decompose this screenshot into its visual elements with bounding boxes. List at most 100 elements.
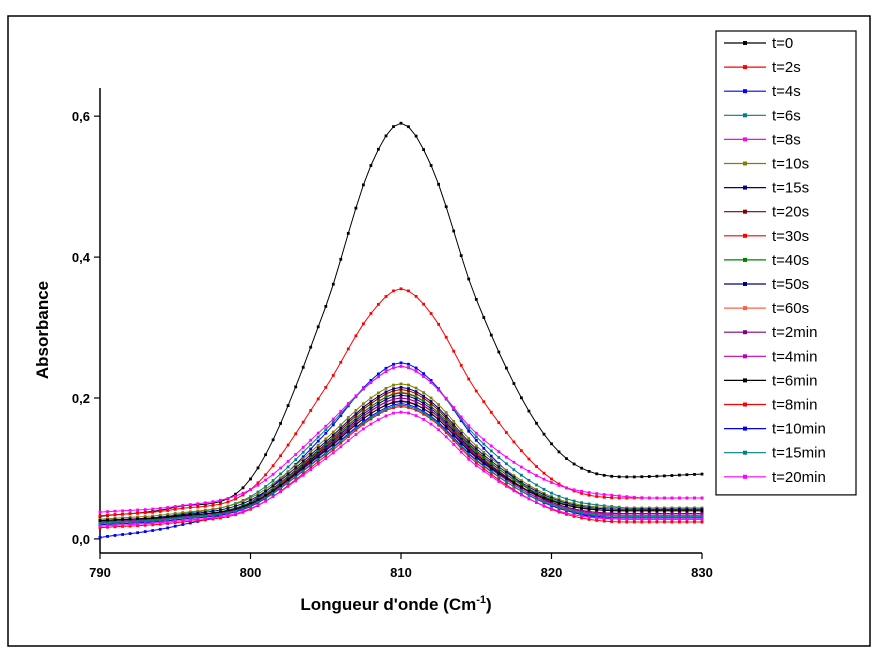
data-point: [489, 470, 493, 474]
data-point: [467, 377, 471, 381]
data-point: [520, 489, 523, 493]
data-point: [663, 517, 666, 521]
x-tick-label: 790: [89, 565, 111, 580]
data-point: [151, 519, 155, 522]
data-point: [309, 345, 313, 349]
data-point: [444, 414, 448, 418]
legend-label: t=50s: [772, 276, 809, 293]
data-point: [678, 496, 681, 500]
data-point: [316, 458, 320, 461]
data-point: [392, 366, 395, 370]
x-tick-label: 800: [240, 565, 262, 580]
data-point: [384, 403, 388, 407]
data-point: [151, 523, 155, 527]
data-point: [377, 404, 380, 408]
data-point: [437, 403, 440, 406]
data-point: [482, 453, 486, 457]
data-point: [331, 451, 335, 455]
legend-item: t=50s: [724, 276, 809, 293]
data-point: [173, 507, 177, 511]
data-point: [520, 449, 523, 453]
data-point: [512, 481, 516, 485]
data-point: [158, 510, 162, 513]
data-point: [467, 452, 471, 456]
data-point: [429, 416, 433, 420]
data-point: [136, 517, 139, 521]
data-point: [264, 487, 267, 491]
data-point: [324, 457, 328, 460]
data-point: [151, 516, 155, 520]
data-point: [407, 366, 410, 370]
data-point: [467, 447, 471, 451]
data-point: [467, 277, 471, 281]
data-point: [324, 443, 328, 447]
data-point: [542, 432, 546, 436]
data-point: [362, 427, 365, 431]
data-point: [647, 520, 651, 524]
data-point: [226, 500, 230, 504]
data-point: [520, 485, 523, 489]
data-point: [301, 469, 305, 473]
series-t=6min: [98, 400, 704, 522]
data-point: [98, 510, 102, 514]
data-point: [459, 254, 463, 257]
data-point: [256, 500, 260, 504]
data-point: [158, 513, 162, 517]
data-point: [437, 422, 440, 426]
data-point: [188, 506, 192, 509]
legend-item: t=8s: [724, 131, 801, 148]
data-point: [414, 397, 418, 401]
data-point: [301, 365, 305, 369]
data-point: [414, 392, 418, 396]
data-point: [625, 475, 629, 479]
data-point: [557, 484, 561, 487]
legend-swatch-marker: [743, 185, 747, 190]
legend-swatch-marker: [743, 306, 747, 311]
data-point: [414, 390, 418, 393]
data-point: [437, 411, 440, 415]
data-point: [474, 459, 478, 463]
data-point: [489, 475, 493, 478]
data-point: [316, 460, 320, 463]
data-point: [474, 455, 478, 459]
data-point: [467, 454, 471, 458]
data-point: [527, 470, 531, 473]
data-point: [362, 412, 365, 416]
data-point: [339, 432, 343, 436]
data-point: [241, 486, 245, 490]
data-point: [663, 496, 666, 500]
data-point: [188, 513, 192, 517]
data-point: [520, 473, 523, 477]
data-point: [309, 456, 313, 460]
data-point: [211, 500, 215, 504]
data-point: [339, 430, 343, 434]
data-point: [392, 392, 395, 396]
data-point: [580, 506, 583, 510]
data-point: [331, 423, 335, 427]
data-point: [535, 483, 538, 487]
data-point: [444, 423, 448, 426]
data-point: [241, 507, 245, 511]
data-point: [632, 475, 636, 479]
data-point: [693, 515, 696, 518]
data-point: [693, 473, 696, 476]
data-point: [414, 134, 418, 138]
data-point: [301, 450, 305, 454]
x-axis-title: Longueur d'onde (Cm-1): [300, 594, 491, 614]
data-point: [301, 459, 305, 463]
data-point: [489, 466, 493, 470]
data-point: [181, 520, 185, 524]
data-point: [377, 147, 380, 151]
data-point: [143, 519, 147, 523]
data-point: [271, 464, 275, 468]
data-point: [535, 421, 538, 425]
data-point: [136, 524, 139, 528]
data-point: [369, 407, 373, 410]
data-point: [316, 325, 320, 329]
data-point: [271, 495, 275, 498]
x-axis-title-sup: -1: [476, 594, 486, 606]
legend-swatch-marker: [743, 257, 747, 262]
data-point: [219, 515, 222, 519]
data-point: [241, 491, 245, 495]
data-point: [346, 425, 350, 429]
